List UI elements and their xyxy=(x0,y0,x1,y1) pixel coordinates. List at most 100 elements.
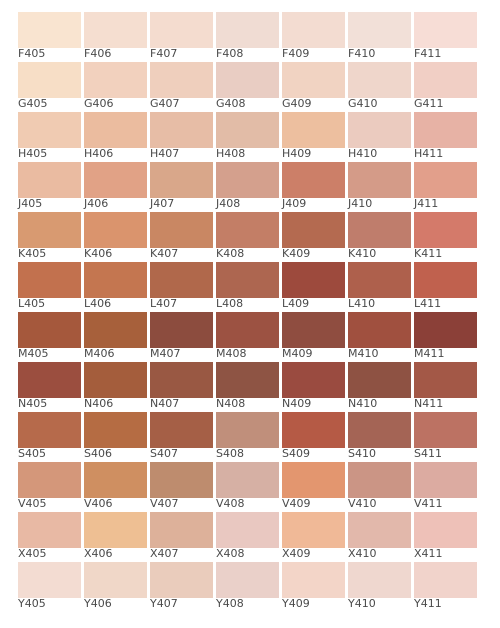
swatch-code-label: G408 xyxy=(216,97,246,110)
swatch-code-label: J406 xyxy=(84,197,109,210)
swatch-code-label: G409 xyxy=(282,97,312,110)
swatch-cell: V407 xyxy=(150,462,213,512)
color-chip xyxy=(348,62,411,98)
swatch-cell: M409 xyxy=(282,312,345,362)
swatch-cell: V410 xyxy=(348,462,411,512)
swatch-code-label: H411 xyxy=(414,147,444,160)
swatch-code-label: F407 xyxy=(150,47,178,60)
swatch-code-label: M408 xyxy=(216,347,247,360)
color-chip xyxy=(414,12,477,48)
swatch-code-label: V408 xyxy=(216,497,245,510)
swatch-cell: L407 xyxy=(150,262,213,312)
color-chip xyxy=(348,112,411,148)
swatch-code-label: H408 xyxy=(216,147,246,160)
swatch-code-label: H407 xyxy=(150,147,180,160)
color-chip xyxy=(84,462,147,498)
swatch-code-label: K406 xyxy=(84,247,113,260)
swatch-code-label: X406 xyxy=(84,547,113,560)
swatch-cell: F409 xyxy=(282,12,345,62)
swatch-code-label: V410 xyxy=(348,497,377,510)
swatch-code-label: J408 xyxy=(216,197,241,210)
color-chip xyxy=(414,562,477,598)
swatch-code-label: N409 xyxy=(282,397,312,410)
color-chip xyxy=(414,262,477,298)
swatch-code-label: K405 xyxy=(18,247,47,260)
swatch-cell: H405 xyxy=(18,112,81,162)
swatch-cell: G405 xyxy=(18,62,81,112)
swatch-cell: J410 xyxy=(348,162,411,212)
swatch-code-label: F406 xyxy=(84,47,112,60)
color-chip xyxy=(18,112,81,148)
swatch-code-label: X411 xyxy=(414,547,443,560)
color-chip xyxy=(216,512,279,548)
swatch-cell: S410 xyxy=(348,412,411,462)
swatch-cell: L405 xyxy=(18,262,81,312)
color-chip xyxy=(282,112,345,148)
swatch-code-label: N410 xyxy=(348,397,378,410)
swatch-code-label: S407 xyxy=(150,447,178,460)
color-chip xyxy=(150,62,213,98)
color-chip xyxy=(282,262,345,298)
swatch-cell: N409 xyxy=(282,362,345,412)
swatch-cell: X407 xyxy=(150,512,213,562)
color-chip xyxy=(18,162,81,198)
swatch-code-label: X407 xyxy=(150,547,179,560)
swatch-cell: X411 xyxy=(414,512,477,562)
swatch-cell: Y406 xyxy=(84,562,147,612)
swatch-cell: V409 xyxy=(282,462,345,512)
color-chip xyxy=(18,262,81,298)
swatch-cell: K405 xyxy=(18,212,81,262)
swatch-cell: Y410 xyxy=(348,562,411,612)
color-chip xyxy=(216,362,279,398)
swatch-cell: N405 xyxy=(18,362,81,412)
swatch-code-label: X408 xyxy=(216,547,245,560)
swatch-code-label: J405 xyxy=(18,197,43,210)
swatch-code-label: Y406 xyxy=(84,597,112,610)
swatch-code-label: F411 xyxy=(414,47,442,60)
swatch-code-label: V406 xyxy=(84,497,113,510)
swatch-code-label: G411 xyxy=(414,97,444,110)
swatch-cell: K407 xyxy=(150,212,213,262)
swatch-code-label: N408 xyxy=(216,397,246,410)
swatch-code-label: X410 xyxy=(348,547,377,560)
color-chip xyxy=(414,162,477,198)
swatch-code-label: X405 xyxy=(18,547,47,560)
color-chip xyxy=(216,462,279,498)
color-chip xyxy=(282,462,345,498)
swatch-code-label: H405 xyxy=(18,147,48,160)
swatch-cell: Y405 xyxy=(18,562,81,612)
swatch-code-label: Y405 xyxy=(18,597,46,610)
swatch-cell: H408 xyxy=(216,112,279,162)
swatch-code-label: N406 xyxy=(84,397,114,410)
swatch-cell: F405 xyxy=(18,12,81,62)
color-chip xyxy=(150,212,213,248)
swatch-cell: K408 xyxy=(216,212,279,262)
swatch-code-label: L410 xyxy=(348,297,376,310)
color-chip xyxy=(282,62,345,98)
swatch-cell: S411 xyxy=(414,412,477,462)
swatch-cell: F411 xyxy=(414,12,477,62)
swatch-cell: G410 xyxy=(348,62,411,112)
swatch-code-label: K410 xyxy=(348,247,377,260)
color-chip xyxy=(18,412,81,448)
swatch-cell: G406 xyxy=(84,62,147,112)
swatch-code-label: G406 xyxy=(84,97,114,110)
color-chip xyxy=(282,512,345,548)
swatch-cell: S407 xyxy=(150,412,213,462)
color-chip xyxy=(216,562,279,598)
color-chip xyxy=(150,262,213,298)
color-chip xyxy=(84,412,147,448)
color-chip xyxy=(348,462,411,498)
swatch-code-label: F405 xyxy=(18,47,46,60)
color-chip xyxy=(348,262,411,298)
color-chip xyxy=(150,462,213,498)
color-chip xyxy=(84,112,147,148)
color-swatch-grid: F405 F406 F407 F408 F409 F410 F411 G405 G406 G407… xyxy=(18,12,477,612)
color-chip xyxy=(150,112,213,148)
swatch-code-label: X409 xyxy=(282,547,311,560)
swatch-cell: G407 xyxy=(150,62,213,112)
swatch-code-label: M405 xyxy=(18,347,49,360)
swatch-cell: X410 xyxy=(348,512,411,562)
swatch-cell: F408 xyxy=(216,12,279,62)
color-chip xyxy=(282,562,345,598)
